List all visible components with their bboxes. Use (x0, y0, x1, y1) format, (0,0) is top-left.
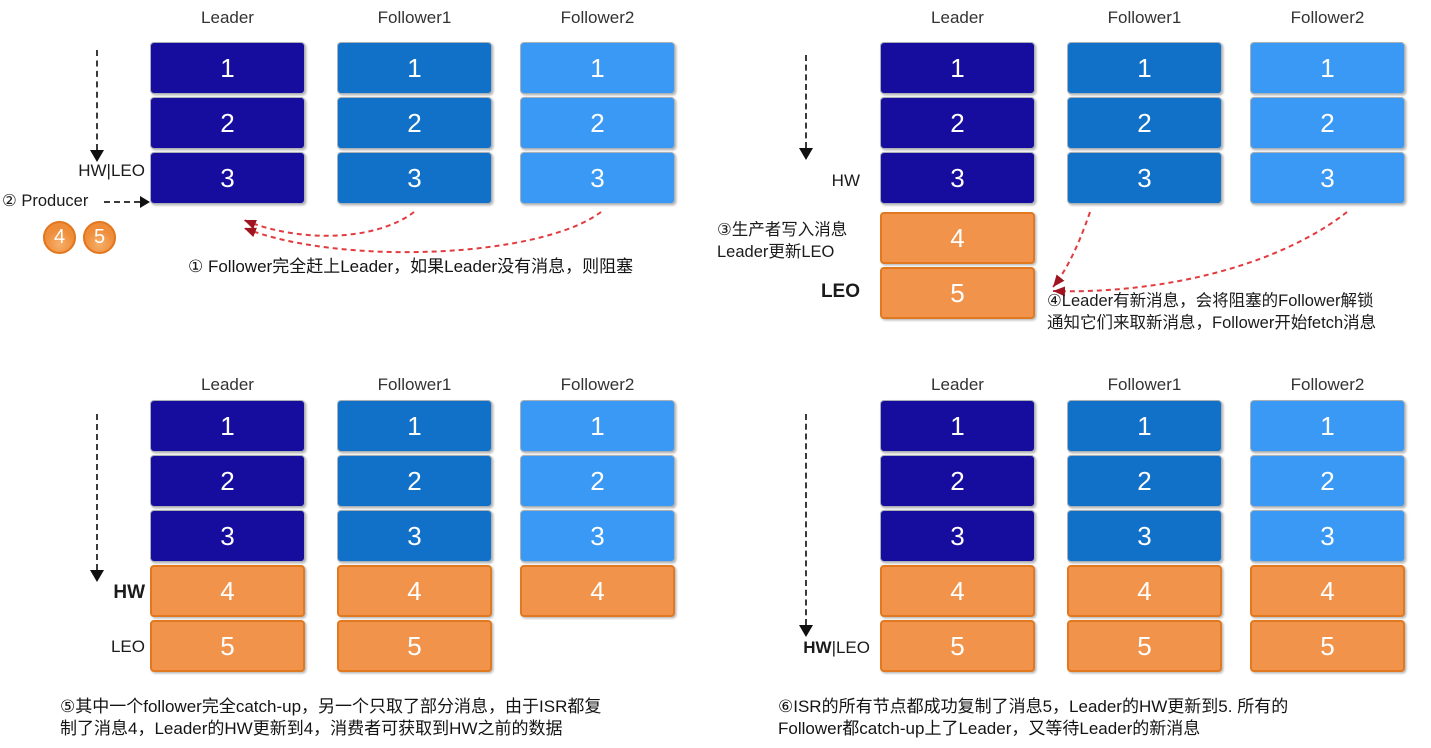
log-block-leader-msg1: 1 (880, 400, 1035, 452)
log-block-follower2-msg1: 1 (1250, 400, 1405, 452)
log-block-follower2-msg5: 5 (1250, 620, 1405, 672)
log-block-follower2-msg2: 2 (1250, 455, 1405, 507)
log-block-leader-msg1: 1 (880, 42, 1035, 94)
offset-pointer-dashed-line (96, 414, 98, 570)
fetch-arrow-follower2 (1052, 211, 1348, 297)
log-block-follower2-msg2: 2 (1250, 97, 1405, 149)
log-block-follower1-msg4: 4 (1067, 565, 1222, 617)
leo-marker-label: LEO (110, 637, 145, 656)
log-block-follower1-msg1: 1 (337, 42, 492, 94)
log-block-follower1-msg5: 5 (337, 620, 492, 672)
leo-marker-label: LEO (820, 281, 860, 302)
column-header-follower2: Follower2 (1290, 375, 1365, 394)
log-block-follower2-msg2: 2 (520, 455, 675, 507)
offset-pointer-dashed-line (805, 414, 807, 625)
log-block-follower1-msg3: 3 (337, 510, 492, 562)
log-block-follower2-msg3: 3 (520, 510, 675, 562)
log-block-follower2-msg1: 1 (1250, 42, 1405, 94)
column-header-follower2: Follower2 (560, 8, 635, 27)
hw-leo-marker-label: HW|LEO (78, 161, 145, 180)
hw-leo-marker-label: HW|LEO (745, 638, 870, 658)
leo-marker-rest: |LEO (831, 638, 870, 657)
column-header-follower1: Follower1 (377, 8, 452, 27)
down-arrowhead-icon (90, 570, 104, 582)
log-block-follower1-msg2: 2 (337, 97, 492, 149)
hw-marker-bold: HW (803, 638, 832, 657)
log-block-follower1-msg2: 2 (1067, 97, 1222, 149)
log-block-follower1-msg2: 2 (1067, 455, 1222, 507)
step6-caption-line1: ⑥ISR的所有节点都成功复制了消息5，Leader的HW更新到5. 所有的 (778, 697, 1289, 716)
log-block-leader-msg2: 2 (150, 97, 305, 149)
column-header-follower1: Follower1 (1107, 375, 1182, 394)
step5-caption-line1: ⑤其中一个follower完全catch-up，另一个只取了部分消息，由于ISR… (60, 697, 602, 716)
log-block-leader-msg3: 3 (880, 152, 1035, 204)
log-block-follower2-msg4: 4 (1250, 565, 1405, 617)
log-block-follower2-msg4: 4 (520, 565, 675, 617)
log-block-leader-msg4: 4 (880, 565, 1035, 617)
pending-message-4-badge: 4 (43, 221, 76, 254)
column-header-leader: Leader (201, 8, 254, 27)
offset-pointer-dashed-line (96, 50, 98, 150)
log-block-follower1-msg1: 1 (1067, 400, 1222, 452)
fetch-arrow-follower1 (1052, 211, 1091, 288)
panel-step1-2: Leader 1 2 3 Follower1 1 2 3 Follower2 1 2 3 HW|LEO… (0, 0, 715, 374)
log-block-follower1-msg3: 3 (1067, 152, 1222, 204)
log-block-follower1-msg1: 1 (337, 400, 492, 452)
log-block-leader-msg4: 4 (150, 565, 305, 617)
log-block-leader-msg2: 2 (150, 455, 305, 507)
pending-message-5-badge: 5 (83, 221, 116, 254)
log-block-follower2-msg2: 2 (520, 97, 675, 149)
step5-caption-line2: 制了消息4，Leader的HW更新到4，消费者可获取到HW之前的数据 (60, 719, 563, 738)
log-block-follower2-msg1: 1 (520, 400, 675, 452)
column-header-leader: Leader (201, 375, 254, 394)
log-block-leader-msg1: 1 (150, 42, 305, 94)
log-block-follower2-msg3: 3 (520, 152, 675, 204)
log-block-leader-msg5: 5 (880, 620, 1035, 672)
log-block-follower1-msg4: 4 (337, 565, 492, 617)
log-block-follower2-msg3: 3 (1250, 152, 1405, 204)
log-block-leader-msg3: 3 (880, 510, 1035, 562)
offset-pointer-dashed-line (805, 55, 807, 148)
step6-caption-line2: Follower都catch-up上了Leader，又等待Leader的新消息 (778, 719, 1201, 738)
down-arrowhead-icon (799, 625, 813, 637)
panel-step5: Leader 1 2 3 4 5 Follower1 1 2 3 4 5 Follower2 1 2 3 4 H… (0, 374, 715, 748)
log-block-follower1-msg1: 1 (1067, 42, 1222, 94)
column-header-follower2: Follower2 (560, 375, 635, 394)
column-header-leader: Leader (931, 375, 984, 394)
step4-note-line1: ④Leader有新消息，会将阻塞的Follower解锁 (1047, 292, 1374, 310)
log-block-leader-msg2: 2 (880, 455, 1035, 507)
log-block-leader-msg5: 5 (150, 620, 305, 672)
log-block-follower1-msg5: 5 (1067, 620, 1222, 672)
fetch-arrow-follower2 (243, 211, 602, 254)
log-block-leader-msg1: 1 (150, 400, 305, 452)
hw-marker-label: HW (113, 582, 145, 603)
producer-dashed-line (104, 201, 140, 203)
panel-step3-4: Leader 1 2 3 4 5 Follower1 1 2 3 Follower2 1 2 3 HW ③… (715, 0, 1430, 374)
down-arrowhead-icon (799, 148, 813, 160)
log-block-follower2-msg1: 1 (520, 42, 675, 94)
step3-note-line1: ③生产者写入消息 (717, 221, 848, 239)
log-block-follower2-msg3: 3 (1250, 510, 1405, 562)
column-header-follower2: Follower2 (1290, 8, 1365, 27)
step3-note-line2: Leader更新LEO (717, 243, 835, 261)
panel-step6: Leader 1 2 3 4 5 Follower1 1 2 3 4 5 Follower2 1 2 3 4 5 … (715, 374, 1430, 748)
log-block-follower1-msg3: 3 (1067, 510, 1222, 562)
producer-label: ② Producer (2, 192, 89, 210)
right-arrowhead-icon (140, 196, 150, 208)
log-block-leader-msg2: 2 (880, 97, 1035, 149)
step1-caption: ① Follower完全赶上Leader，如果Leader没有消息，则阻塞 (188, 257, 634, 276)
log-block-leader-msg3: 3 (150, 510, 305, 562)
column-header-follower1: Follower1 (377, 375, 452, 394)
fetch-arrow-follower1 (243, 211, 415, 237)
step4-note-line2: 通知它们来取新消息，Follower开始fetch消息 (1047, 314, 1377, 332)
hw-marker-label: HW (831, 171, 860, 190)
log-block-follower1-msg3: 3 (337, 152, 492, 204)
log-block-leader-msg3: 3 (150, 152, 305, 204)
down-arrowhead-icon (90, 150, 104, 162)
log-block-leader-msg4: 4 (880, 212, 1035, 264)
column-header-leader: Leader (931, 8, 984, 27)
log-block-leader-msg5: 5 (880, 267, 1035, 319)
column-header-follower1: Follower1 (1107, 8, 1182, 27)
log-block-follower1-msg2: 2 (337, 455, 492, 507)
